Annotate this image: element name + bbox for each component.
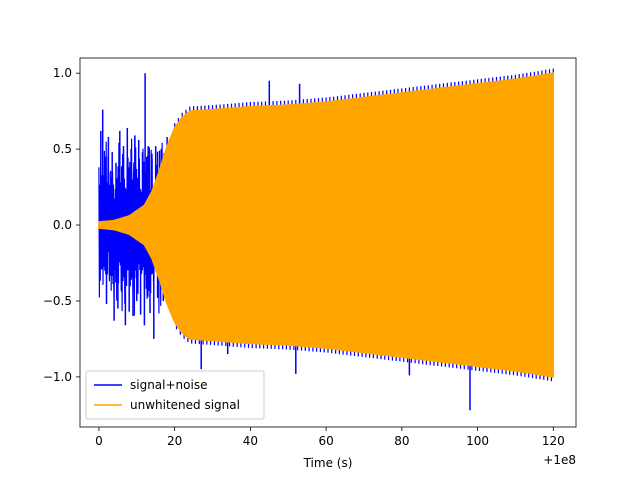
series-unwhitened-signal-envelope bbox=[98, 72, 555, 378]
legend: signal+noise unwhitened signal bbox=[85, 370, 265, 420]
y-axis: 1.0 0.5 0.0 −0.5 −1.0 bbox=[43, 66, 80, 384]
x-offset-label: +1e8 bbox=[543, 453, 576, 467]
legend-box bbox=[85, 370, 265, 420]
y-tick-label: 0.0 bbox=[53, 218, 72, 232]
legend-label-signal-noise: signal+noise bbox=[130, 378, 207, 392]
x-tick-label: 20 bbox=[167, 434, 182, 448]
x-axis: 0 20 40 60 80 100 120 bbox=[95, 427, 565, 448]
x-tick-label: 80 bbox=[394, 434, 409, 448]
y-tick-label: 1.0 bbox=[53, 66, 72, 80]
y-tick-label: −0.5 bbox=[43, 294, 72, 308]
legend-label-unwhitened-signal: unwhitened signal bbox=[130, 398, 240, 412]
x-tick-label: 60 bbox=[318, 434, 333, 448]
series-layer bbox=[98, 68, 555, 411]
x-tick-label: 0 bbox=[95, 434, 103, 448]
x-tick-label: 40 bbox=[243, 434, 258, 448]
y-tick-label: 0.5 bbox=[53, 142, 72, 156]
plot-frame bbox=[79, 57, 577, 428]
x-tick-label: 120 bbox=[542, 434, 565, 448]
x-axis-label: Time (s) bbox=[303, 456, 353, 470]
x-tick-label: 100 bbox=[466, 434, 489, 448]
y-tick-label: −1.0 bbox=[43, 370, 72, 384]
